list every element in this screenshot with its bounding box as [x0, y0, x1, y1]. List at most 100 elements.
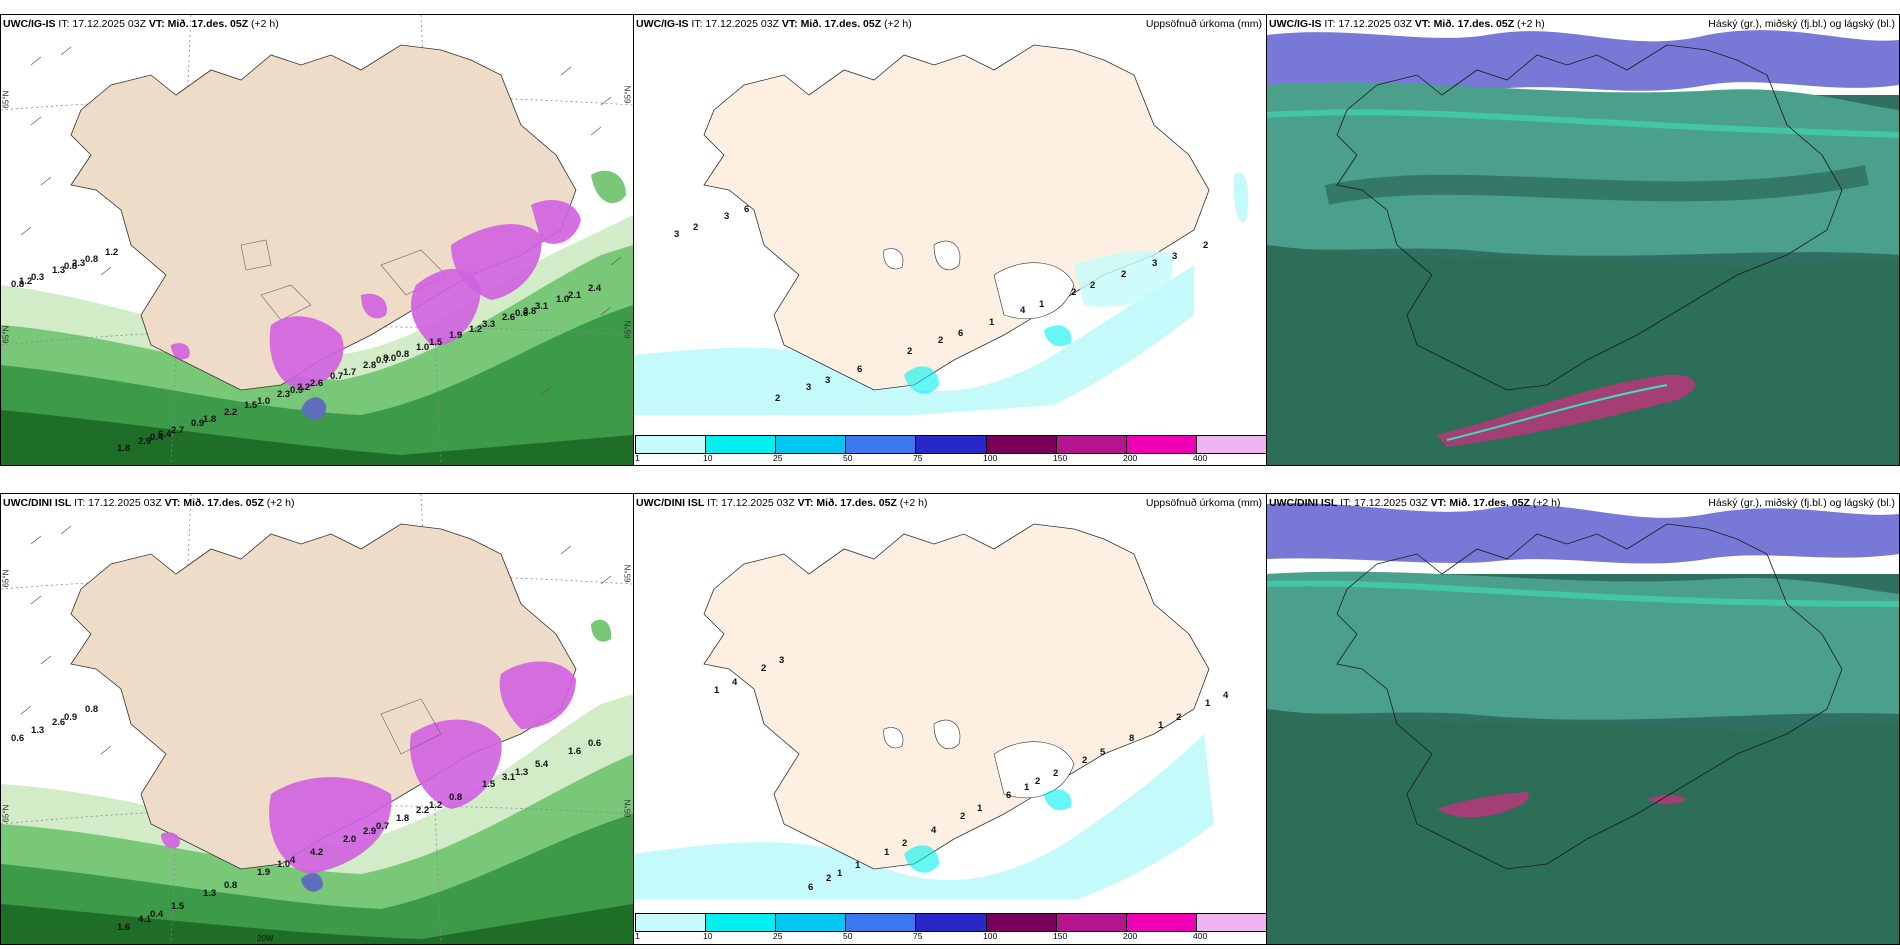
value-label: 6 [857, 364, 863, 375]
valid-time-label: VT: [1430, 497, 1447, 509]
model-name: UWC/IG-IS [636, 18, 689, 30]
init-time: IT: 17.12.2025 03Z [1340, 497, 1428, 509]
value-label: 1 [977, 803, 983, 814]
value-label: 2 [775, 393, 781, 404]
legend-tick: 400 [1193, 931, 1208, 941]
wind-map-top [1, 15, 633, 465]
lead-time: (+2 h) [251, 18, 279, 30]
legend-swatch [1056, 436, 1127, 453]
legend-swatch [846, 436, 917, 453]
value-label: 0.8 [11, 279, 25, 290]
value-label: 3 [1172, 251, 1178, 262]
legend-tick: 75 [913, 931, 923, 941]
cloud-map-top [1267, 15, 1899, 465]
legend-swatch [986, 436, 1057, 453]
value-label: 2.2 [416, 805, 430, 816]
legend-tick: 1 [635, 931, 640, 941]
wind-precip-panel-bottom: UWC/DINI ISL IT: 17.12.2025 03Z VT: Mið.… [0, 493, 634, 945]
lead-time: (+2 h) [899, 497, 928, 509]
value-label: 4 [1223, 690, 1229, 701]
model-name: UWC/IG-IS [1269, 18, 1322, 30]
value-label: 3.1 [502, 772, 516, 783]
value-label: 1.9 [449, 330, 463, 341]
value-label: 1 [837, 868, 843, 879]
value-label: 6 [1006, 790, 1012, 801]
legend-swatch [846, 914, 917, 931]
value-label: 2.3 [72, 258, 86, 269]
value-label: 2 [761, 663, 767, 674]
legend-tick: 150 [1053, 931, 1068, 941]
value-label: 0.9 [64, 712, 78, 723]
init-time: IT: 17.12.2025 03Z [74, 497, 162, 509]
value-label: 0.9 [191, 418, 205, 429]
legend-tick: 400 [1193, 453, 1208, 463]
valid-time-label: VT: [797, 497, 814, 509]
value-label: 3.1 [535, 301, 549, 312]
value-label: 0.4 [150, 909, 164, 920]
legend-swatch [776, 436, 847, 453]
value-label: 1.0 [277, 859, 291, 870]
model-name: UWC/DINI ISL [636, 497, 705, 509]
legend-swatch [1196, 914, 1266, 931]
value-label: 1 [1024, 782, 1030, 793]
value-label: 2.8 [363, 360, 377, 371]
lon-label: 20W [257, 934, 274, 943]
lat-label: 65°N [1, 325, 11, 344]
init-time: IT: 17.12.2025 03Z [691, 18, 779, 30]
value-label: 2 [693, 222, 699, 233]
legend-swatch [916, 436, 987, 453]
cloud-panel-top: UWC/IG-IS IT: 17.12.2025 03Z VT: Mið. 17… [1266, 14, 1900, 466]
value-label: 0.3 [31, 272, 45, 283]
value-label: 2 [1082, 755, 1088, 766]
precip-panel-top: UWC/IG-IS IT: 17.12.2025 03Z VT: Mið. 17… [633, 14, 1267, 466]
value-label: 1.3 [515, 767, 529, 778]
value-label: 0.9 [290, 385, 304, 396]
value-label: 1.2 [105, 247, 119, 258]
valid-time: Mið. 17.des. 05Z [183, 497, 264, 509]
lead-time: (+2 h) [266, 497, 295, 509]
legend-tick: 1 [635, 453, 640, 463]
value-label: 0.7 [330, 371, 344, 382]
value-label: 8 [1129, 733, 1135, 744]
panel-header: UWC/IG-IS IT: 17.12.2025 03Z VT: Mið. 17… [3, 18, 279, 30]
precip-legend [635, 435, 1266, 454]
precip-map-top [634, 15, 1266, 465]
precip-legend-ticks: 1 10 25 50 75 100 150 200 400 [635, 453, 1265, 465]
precip-panel-bottom: UWC/DINI ISL IT: 17.12.2025 03Z VT: Mið.… [633, 493, 1267, 945]
value-label: 2.2 [224, 407, 238, 418]
value-label: 1 [855, 860, 861, 871]
value-label: 3.3 [482, 319, 496, 330]
value-label: 3.8 [523, 306, 537, 317]
cloud-title: Háský (gr.), miðský (fj.bl.) og lágský (… [1708, 18, 1895, 30]
value-label: 2.4 [588, 283, 602, 294]
lat-label: 65°N [623, 85, 633, 104]
value-label: 8.0 [383, 353, 397, 364]
value-label: 0.7 [376, 821, 390, 832]
model-name: UWC/IG-IS [3, 18, 56, 30]
value-label: 3 [779, 655, 785, 666]
value-label: 2 [1176, 712, 1182, 723]
value-label: 2.9 [363, 826, 377, 837]
value-label: 0.8 [85, 704, 99, 715]
legend-swatch [706, 914, 777, 931]
value-label: 1.5 [429, 337, 443, 348]
init-time: IT: 17.12.2025 03Z [58, 18, 146, 30]
value-label: 1 [1205, 698, 1211, 709]
value-label: 2 [826, 873, 832, 884]
value-label: 2.2 [297, 382, 311, 393]
valid-time: Mið. 17.des. 05Z [1449, 497, 1530, 509]
value-label: 2.6 [310, 378, 324, 389]
value-label: 0.6 [11, 733, 25, 744]
value-label: 4.1 [138, 914, 152, 925]
legend-tick: 100 [983, 931, 998, 941]
valid-time: Mið. 17.des. 05Z [800, 18, 882, 30]
init-time: IT: 17.12.2025 03Z [1324, 18, 1412, 30]
value-label: 1.9 [257, 867, 271, 878]
value-label: 1.6 [568, 746, 582, 757]
value-label: 1.5 [244, 400, 258, 411]
legend-swatch [706, 436, 777, 453]
precip-legend [635, 913, 1266, 932]
value-label: 1 [1158, 720, 1164, 731]
value-label: 1.8 [396, 813, 410, 824]
legend-tick: 75 [913, 453, 923, 463]
